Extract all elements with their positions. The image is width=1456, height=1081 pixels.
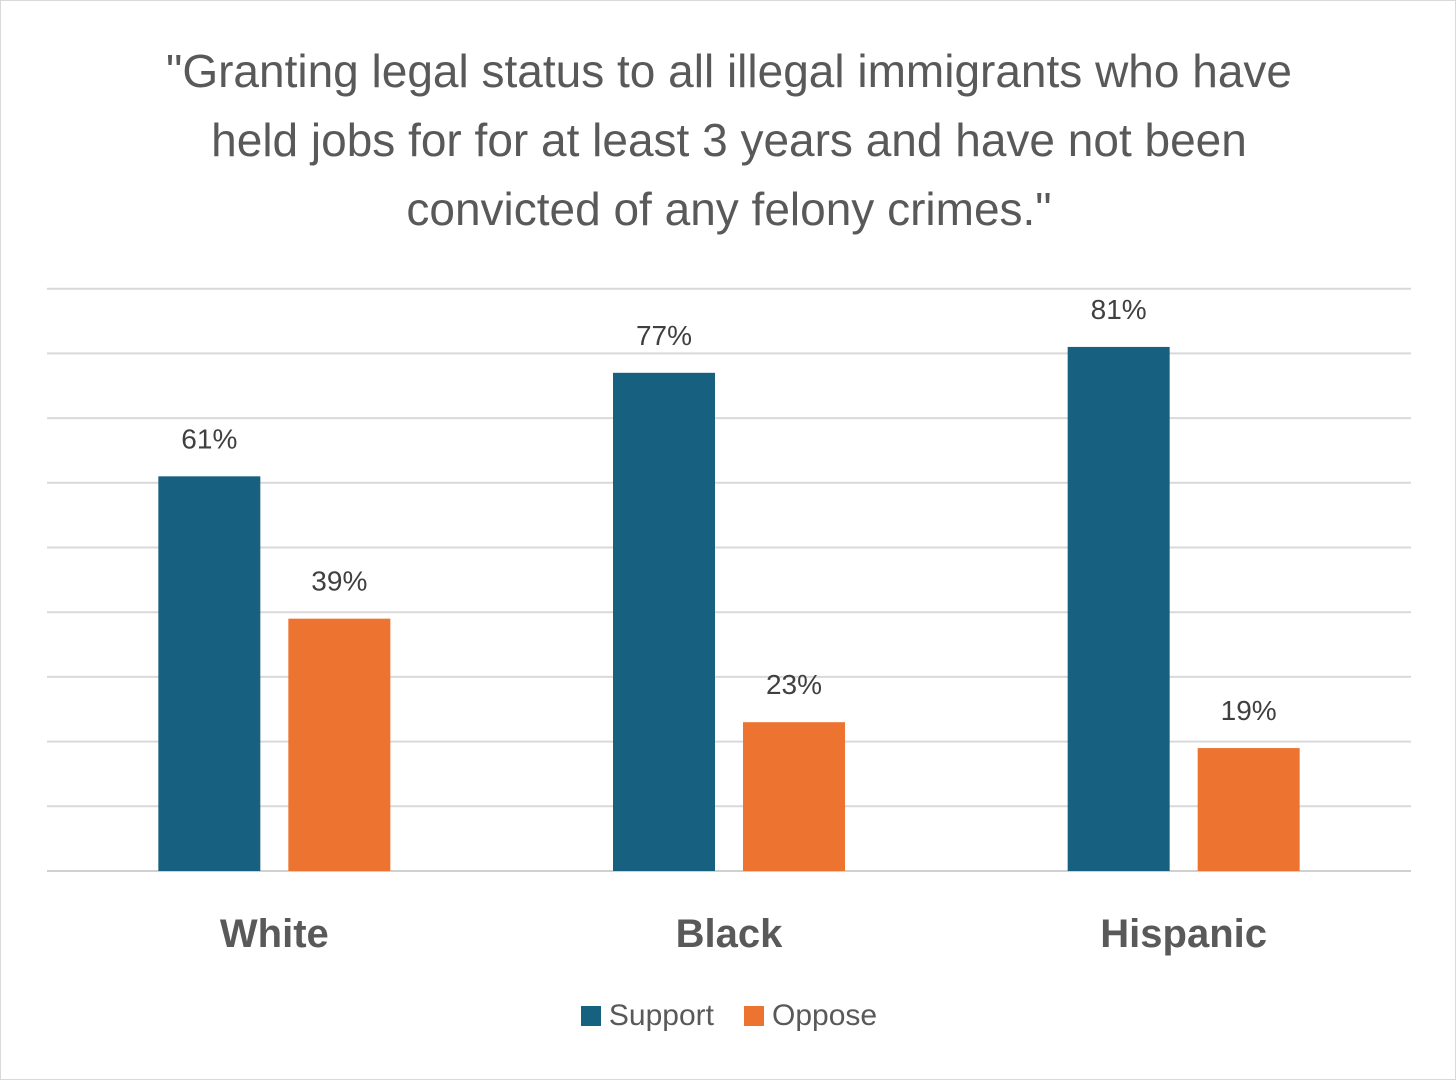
bar-oppose-white <box>288 618 391 871</box>
data-label-oppose-hispanic: 19% <box>1221 695 1277 726</box>
legend-label-support: Support <box>608 999 714 1032</box>
data-label-oppose-white: 39% <box>311 566 367 597</box>
legend-label-oppose: Oppose <box>772 999 878 1032</box>
data-label-support-hispanic: 81% <box>1091 294 1147 325</box>
data-label-support-white: 61% <box>181 423 237 454</box>
category-label-white: White <box>220 912 329 956</box>
bar-support-white <box>158 476 261 871</box>
bar-support-hispanic <box>1067 346 1170 871</box>
bar-support-black <box>613 372 715 871</box>
category-label-hispanic: Hispanic <box>1100 912 1267 956</box>
bar-oppose-hispanic <box>1197 748 1300 871</box>
legend-item-oppose: Oppose <box>744 999 877 1033</box>
legend-swatch-support <box>580 1006 601 1026</box>
data-label-oppose-black: 23% <box>766 669 822 700</box>
category-label-black: Black <box>676 912 783 956</box>
bar-oppose-black <box>743 722 845 871</box>
data-label-support-black: 77% <box>636 320 692 351</box>
legend: Support Oppose <box>1 999 1456 1033</box>
legend-swatch-oppose <box>744 1006 764 1026</box>
legend-item-support: Support <box>580 999 714 1033</box>
chart-title: "Granting legal status to all illegal im… <box>166 45 1292 235</box>
